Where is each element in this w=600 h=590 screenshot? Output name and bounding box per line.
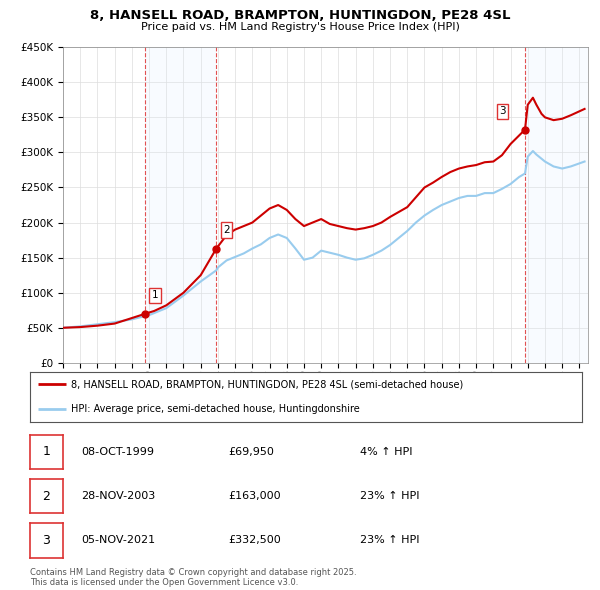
Text: 1: 1: [43, 445, 50, 458]
Text: 2: 2: [223, 225, 230, 235]
Text: 23% ↑ HPI: 23% ↑ HPI: [360, 536, 419, 545]
Text: 8, HANSELL ROAD, BRAMPTON, HUNTINGDON, PE28 4SL: 8, HANSELL ROAD, BRAMPTON, HUNTINGDON, P…: [90, 9, 510, 22]
Text: 3: 3: [43, 534, 50, 547]
Text: 23% ↑ HPI: 23% ↑ HPI: [360, 491, 419, 501]
Text: 2: 2: [43, 490, 50, 503]
Text: £332,500: £332,500: [228, 536, 281, 545]
Text: £69,950: £69,950: [228, 447, 274, 457]
Bar: [525, 47, 588, 363]
Text: 05-NOV-2021: 05-NOV-2021: [81, 536, 155, 545]
Text: 08-OCT-1999: 08-OCT-1999: [81, 447, 154, 457]
Text: 1: 1: [152, 290, 158, 300]
Text: 3: 3: [499, 106, 506, 116]
Text: Contains HM Land Registry data © Crown copyright and database right 2025.
This d: Contains HM Land Registry data © Crown c…: [30, 568, 356, 587]
Bar: [145, 47, 217, 363]
Text: £163,000: £163,000: [228, 491, 281, 501]
Text: HPI: Average price, semi-detached house, Huntingdonshire: HPI: Average price, semi-detached house,…: [71, 404, 360, 414]
Text: Price paid vs. HM Land Registry's House Price Index (HPI): Price paid vs. HM Land Registry's House …: [140, 22, 460, 32]
Text: 28-NOV-2003: 28-NOV-2003: [81, 491, 155, 501]
Text: 8, HANSELL ROAD, BRAMPTON, HUNTINGDON, PE28 4SL (semi-detached house): 8, HANSELL ROAD, BRAMPTON, HUNTINGDON, P…: [71, 379, 464, 389]
Text: 4% ↑ HPI: 4% ↑ HPI: [360, 447, 413, 457]
